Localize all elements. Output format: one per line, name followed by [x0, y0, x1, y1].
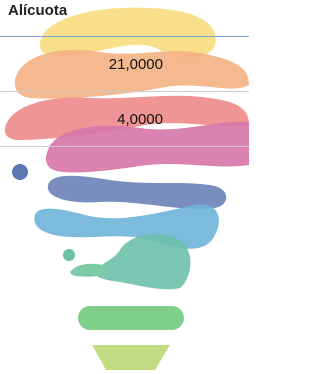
light-blue-band — [34, 204, 219, 248]
row-value[interactable]: 4,0000 — [117, 111, 163, 128]
header-divider — [0, 36, 249, 37]
teal-band — [95, 234, 190, 289]
lime-base — [92, 345, 170, 370]
blue-dot — [12, 164, 28, 180]
teal-dot — [63, 249, 75, 261]
screen: Alícuota 21,0000 4,0000 — [0, 0, 249, 374]
column-header[interactable]: Alícuota — [8, 2, 67, 19]
row-value[interactable]: 21,0000 — [109, 56, 163, 73]
row-divider — [0, 146, 249, 147]
green-pill — [78, 306, 184, 330]
navy-band — [48, 176, 226, 209]
row-divider — [0, 91, 249, 92]
